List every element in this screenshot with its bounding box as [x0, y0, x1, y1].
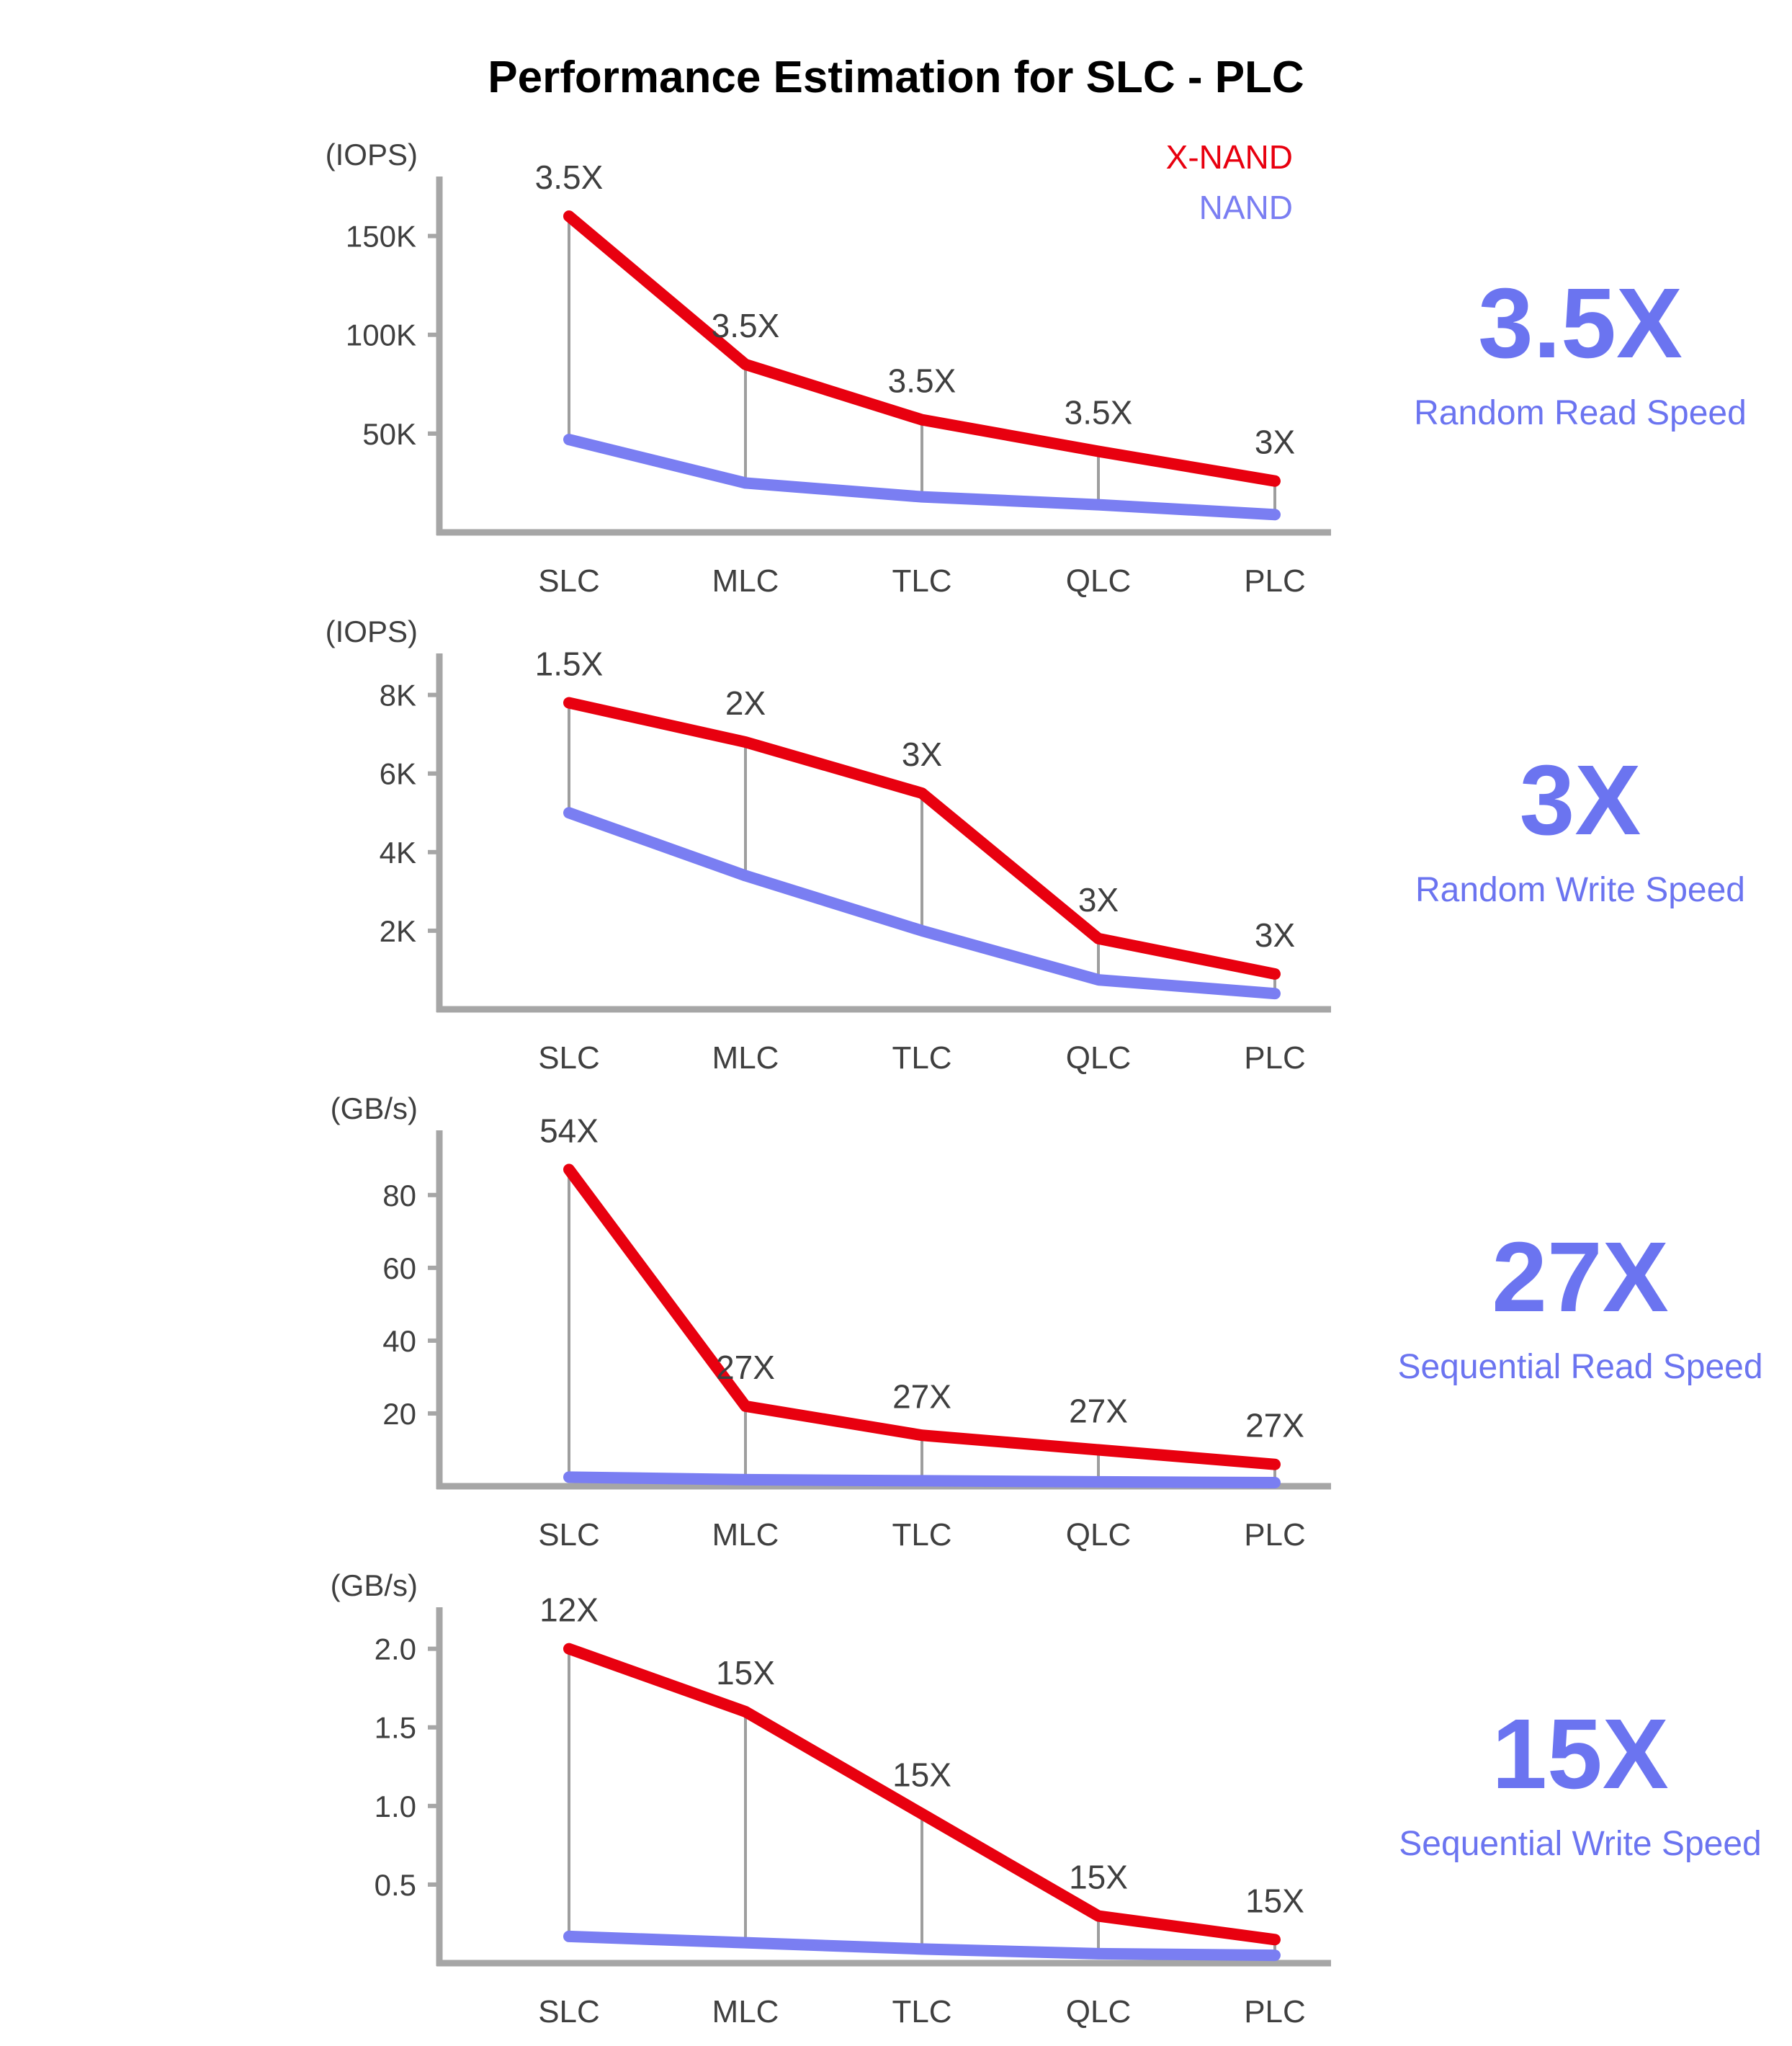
- y-tick-label: 100K: [346, 318, 416, 352]
- callout-random-write: 3X Random Write Speed: [1368, 606, 1792, 1083]
- category-label: PLC: [1244, 1994, 1306, 2029]
- category-label: SLC: [538, 563, 600, 599]
- multiplier-annotation: 27X: [1245, 1407, 1304, 1444]
- nand-line: [563, 1930, 1281, 1962]
- y-tick-label: 150K: [346, 220, 416, 254]
- y-tick-label: 1.0: [375, 1790, 416, 1823]
- callout-sequential-read: 27X Sequential Read Speed: [1368, 1083, 1792, 1560]
- multiplier-annotation: 15X: [892, 1756, 951, 1794]
- category-label: TLC: [892, 563, 951, 599]
- category-label: TLC: [892, 1517, 951, 1553]
- legend-nand-label: NAND: [1199, 189, 1293, 226]
- category-label: MLC: [712, 1517, 779, 1553]
- y-axis-unit-label: (IOPS): [326, 615, 418, 648]
- y-axis-unit-label: (GB/s): [331, 1091, 418, 1125]
- multiplier-annotation: 3.5X: [888, 362, 957, 400]
- category-label: PLC: [1244, 1517, 1306, 1553]
- y-tick-label: 2.0: [375, 1632, 416, 1666]
- callout-random-read: 3.5X Random Read Speed: [1368, 129, 1792, 606]
- chart-svg: (GB/s) 20 40 60 80 54X 27X 27X 27X 27X SLC MLC TLC QL…: [331, 1091, 1331, 1553]
- xnand-line: [563, 1643, 1281, 1946]
- xnand-line: [563, 1163, 1281, 1470]
- category-label: PLC: [1244, 563, 1306, 599]
- y-tick-label: 80: [382, 1179, 416, 1212]
- y-tick-label: 20: [382, 1397, 416, 1431]
- multiplier-annotation: 3.5X: [712, 307, 780, 344]
- category-label: SLC: [538, 1994, 600, 2029]
- category-label: MLC: [712, 563, 779, 599]
- multiplier-annotation: 15X: [1245, 1882, 1304, 1919]
- callout-value-sequential-write: 15X: [1492, 1698, 1669, 1810]
- multiplier-annotation: 2X: [725, 684, 766, 722]
- multiplier-annotation: 3X: [1255, 916, 1295, 954]
- callout-label-random-read: Random Read Speed: [1414, 393, 1747, 432]
- category-label: PLC: [1244, 1040, 1306, 1076]
- y-tick-label: 4K: [380, 836, 416, 870]
- multiplier-annotation: 3X: [902, 736, 942, 773]
- nand-line: [563, 807, 1281, 1000]
- y-tick-label: 40: [382, 1324, 416, 1358]
- multiplier-annotation: 54X: [539, 1112, 599, 1149]
- multiplier-annotation: 15X: [1069, 1859, 1128, 1896]
- category-label: QLC: [1066, 1040, 1131, 1076]
- callout-value-random-write: 3X: [1519, 744, 1641, 856]
- y-tick-label: 8K: [380, 679, 416, 712]
- multiplier-annotation: 3.5X: [535, 158, 604, 196]
- multiplier-annotation: 27X: [716, 1349, 775, 1386]
- chart-svg: (IOPS) 50K 100K 150K 3.5X 3.5X 3.5X 3.5X 3X SLC ML…: [326, 138, 1331, 599]
- chart-random-write-speed: (IOPS) 2K 4K 6K 8K 1.5X 2X 3X 3X 3X SLC MLC TLC QLC PL…: [0, 606, 1368, 1083]
- multiplier-annotation: 15X: [716, 1654, 775, 1692]
- chart-svg: (GB/s) 0.5 1.0 1.5 2.0 12X 15X 15X 15X 15X SLC MLC T…: [331, 1568, 1331, 2029]
- category-label: SLC: [538, 1517, 600, 1553]
- multiplier-annotation: 3.5X: [1065, 394, 1133, 432]
- category-label: QLC: [1066, 563, 1131, 599]
- page-title: Performance Estimation for SLC - PLC: [488, 53, 1304, 102]
- y-tick-label: 1.5: [375, 1711, 416, 1745]
- chart-sequential-write-speed: (GB/s) 0.5 1.0 1.5 2.0 12X 15X 15X 15X 15X SLC MLC T…: [0, 1560, 1368, 2037]
- callout-label-sequential-read: Sequential Read Speed: [1397, 1347, 1763, 1386]
- chart-row-sequential-write: (GB/s) 0.5 1.0 1.5 2.0 12X 15X 15X 15X 15X SLC MLC T…: [0, 1560, 1792, 2037]
- chart-rows: (IOPS) 50K 100K 150K 3.5X 3.5X 3.5X 3.5X 3X SLC ML…: [0, 129, 1792, 2037]
- category-label: QLC: [1066, 1994, 1131, 2029]
- category-label: MLC: [712, 1994, 779, 2029]
- chart-sequential-read-speed: (GB/s) 20 40 60 80 54X 27X 27X 27X 27X SLC MLC TLC QL…: [0, 1083, 1368, 1560]
- chart-row-sequential-read: (GB/s) 20 40 60 80 54X 27X 27X 27X 27X SLC MLC TLC QL…: [0, 1083, 1792, 1560]
- chart-row-random-read: (IOPS) 50K 100K 150K 3.5X 3.5X 3.5X 3.5X 3X SLC ML…: [0, 129, 1792, 606]
- y-axis-unit-label: (GB/s): [331, 1568, 418, 1602]
- y-tick-label: 6K: [380, 757, 416, 791]
- y-axis-unit-label: (IOPS): [326, 138, 418, 171]
- y-tick-label: 60: [382, 1251, 416, 1285]
- xnand-line: [563, 210, 1281, 487]
- y-tick-label: 2K: [380, 914, 416, 948]
- category-label: TLC: [892, 1040, 951, 1076]
- xnand-line: [563, 697, 1281, 980]
- multiplier-annotation: 3X: [1255, 424, 1295, 461]
- category-label: TLC: [892, 1994, 951, 2029]
- chart-row-random-write: (IOPS) 2K 4K 6K 8K 1.5X 2X 3X 3X 3X SLC MLC TLC QLC PL…: [0, 606, 1792, 1083]
- multiplier-annotation: 27X: [1069, 1392, 1128, 1429]
- callout-label-sequential-write: Sequential Write Speed: [1399, 1824, 1762, 1863]
- callout-value-sequential-read: 27X: [1492, 1221, 1669, 1333]
- category-label: SLC: [538, 1040, 600, 1076]
- legend-xnand-label: X-NAND: [1166, 138, 1293, 176]
- nand-line: [563, 1471, 1281, 1488]
- y-tick-label: 0.5: [375, 1868, 416, 1902]
- callout-value-random-read: 3.5X: [1478, 267, 1683, 379]
- nand-line: [563, 434, 1281, 521]
- y-tick-label: 50K: [362, 417, 416, 451]
- category-label: MLC: [712, 1040, 779, 1076]
- category-label: QLC: [1066, 1517, 1131, 1553]
- callout-label-random-write: Random Write Speed: [1415, 870, 1745, 909]
- callout-sequential-write: 15X Sequential Write Speed: [1368, 1560, 1792, 2037]
- chart-random-read-speed: (IOPS) 50K 100K 150K 3.5X 3.5X 3.5X 3.5X 3X SLC ML…: [0, 129, 1368, 606]
- multiplier-annotation: 27X: [892, 1377, 951, 1415]
- multiplier-annotation: 12X: [539, 1591, 599, 1629]
- multiplier-annotation: 1.5X: [535, 645, 604, 683]
- chart-svg: (IOPS) 2K 4K 6K 8K 1.5X 2X 3X 3X 3X SLC MLC TLC QLC PL…: [326, 615, 1331, 1076]
- multiplier-annotation: 3X: [1078, 881, 1119, 919]
